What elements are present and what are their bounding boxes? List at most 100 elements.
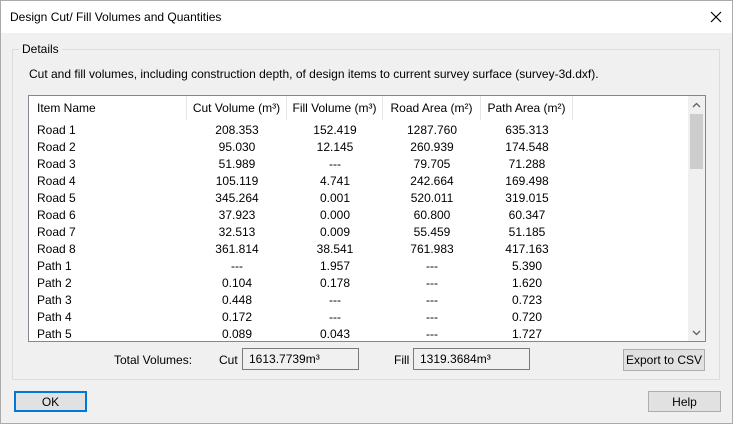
table-cell: 361.814 <box>215 242 259 256</box>
table-cell: Road 4 <box>37 174 76 188</box>
table-cell: --- <box>426 276 438 290</box>
table-cell: 0.723 <box>511 293 543 307</box>
table-cell: 51.989 <box>218 157 256 171</box>
table-cell: Path 1 <box>37 259 72 273</box>
table-row[interactable]: Road 4 105.119 4.741 242.664 169.498 <box>29 173 688 190</box>
table-row[interactable]: Road 8 361.814 38.541 761.983 417.163 <box>29 241 688 258</box>
ok-button[interactable]: OK <box>14 391 87 412</box>
table-cell: 0.000 <box>319 208 351 222</box>
list-header: Item Name Cut Volume (m³) Fill Volume (m… <box>29 96 688 120</box>
table-cell: 55.459 <box>413 225 451 239</box>
table-cell: 60.800 <box>413 208 451 222</box>
scroll-thumb[interactable] <box>690 114 703 169</box>
volumes-list[interactable]: Item Name Cut Volume (m³) Fill Volume (m… <box>28 95 706 342</box>
table-cell: 0.043 <box>319 327 351 341</box>
table-cell: 0.448 <box>221 293 253 307</box>
total-volumes-label: Total Volumes: <box>114 353 193 367</box>
column-header-road-area[interactable]: Road Area (m²) <box>383 96 481 120</box>
column-header-fill-volume[interactable]: Fill Volume (m³) <box>287 96 383 120</box>
table-cell: 1.727 <box>511 327 543 341</box>
table-cell: 0.001 <box>319 191 351 205</box>
fill-label: Fill <box>394 353 410 367</box>
table-cell: Path 3 <box>37 293 72 307</box>
table-cell: 417.163 <box>505 242 549 256</box>
table-cell: Road 5 <box>37 191 76 205</box>
table-cell: Road 2 <box>37 140 76 154</box>
table-cell: 208.353 <box>215 123 259 137</box>
table-cell: 242.664 <box>410 174 454 188</box>
table-cell: 0.104 <box>221 276 253 290</box>
help-button[interactable]: Help <box>648 391 721 412</box>
table-cell: --- <box>231 259 243 273</box>
table-cell: 345.264 <box>215 191 259 205</box>
table-cell: 37.923 <box>218 208 256 222</box>
column-header-path-area[interactable]: Path Area (m²) <box>481 96 573 120</box>
cut-label: Cut <box>219 353 238 367</box>
table-row[interactable]: Path 2 0.104 0.178 --- 1.620 <box>29 275 688 292</box>
table-row[interactable]: Road 6 37.923 0.000 60.800 60.347 <box>29 207 688 224</box>
table-cell: 105.119 <box>215 174 259 188</box>
column-header-item-name[interactable]: Item Name <box>29 96 187 120</box>
window-title: Design Cut/ Fill Volumes and Quantities <box>10 10 222 24</box>
table-cell: 1287.760 <box>406 123 458 137</box>
table-cell: Road 6 <box>37 208 76 222</box>
chevron-up-icon <box>692 102 701 107</box>
details-description: Cut and fill volumes, including construc… <box>29 67 599 81</box>
table-cell: Road 1 <box>37 123 76 137</box>
table-cell: --- <box>426 293 438 307</box>
table-row[interactable]: Road 2 95.030 12.145 260.939 174.548 <box>29 139 688 156</box>
export-csv-button[interactable]: Export to CSV <box>623 349 705 371</box>
table-cell: --- <box>329 157 341 171</box>
close-icon <box>710 11 722 23</box>
table-row[interactable]: Path 5 0.089 0.043 --- 1.727 <box>29 326 688 341</box>
fill-total-field: 1319.3684m³ <box>413 348 530 370</box>
close-button[interactable] <box>700 1 732 33</box>
vertical-scrollbar[interactable] <box>688 96 705 341</box>
details-group <box>12 49 720 380</box>
table-row[interactable]: Path 4 0.172 --- --- 0.720 <box>29 309 688 326</box>
table-cell: 12.145 <box>316 140 354 154</box>
table-cell: 51.185 <box>508 225 546 239</box>
chevron-down-icon <box>692 330 701 335</box>
scroll-up-button[interactable] <box>688 96 705 113</box>
table-cell: 260.939 <box>410 140 454 154</box>
table-cell: 0.178 <box>319 276 351 290</box>
table-row[interactable]: Path 3 0.448 --- --- 0.723 <box>29 292 688 309</box>
table-cell: 0.172 <box>221 310 253 324</box>
table-cell: --- <box>329 293 341 307</box>
table-cell: 152.419 <box>313 123 357 137</box>
table-cell: 169.498 <box>505 174 549 188</box>
table-cell: 32.513 <box>218 225 256 239</box>
table-cell: --- <box>426 327 438 341</box>
title-bar: Design Cut/ Fill Volumes and Quantities <box>1 1 732 33</box>
table-row[interactable]: Road 7 32.513 0.009 55.459 51.185 <box>29 224 688 241</box>
table-cell: --- <box>426 310 438 324</box>
table-cell: 79.705 <box>413 157 451 171</box>
table-row[interactable]: Path 1 --- 1.957 --- 5.390 <box>29 258 688 275</box>
table-cell: 0.089 <box>221 327 253 341</box>
table-row[interactable]: Road 1 208.353 152.419 1287.760 635.313 <box>29 122 688 139</box>
details-group-label: Details <box>19 42 62 56</box>
table-cell: 1.620 <box>511 276 543 290</box>
table-cell: 1.957 <box>319 259 351 273</box>
table-row[interactable]: Road 5 345.264 0.001 520.011 319.015 <box>29 190 688 207</box>
table-cell: 0.720 <box>511 310 543 324</box>
scroll-down-button[interactable] <box>688 324 705 341</box>
table-cell: Road 8 <box>37 242 76 256</box>
table-cell: 5.390 <box>511 259 543 273</box>
table-cell: 71.288 <box>508 157 546 171</box>
table-cell: 319.015 <box>505 191 549 205</box>
table-cell: 95.030 <box>218 140 256 154</box>
table-cell: 4.741 <box>319 174 351 188</box>
table-cell: --- <box>329 310 341 324</box>
table-cell: Path 4 <box>37 310 72 324</box>
table-cell: Path 5 <box>37 327 72 341</box>
column-header-cut-volume[interactable]: Cut Volume (m³) <box>187 96 287 120</box>
table-cell: 0.009 <box>319 225 351 239</box>
table-cell: Road 7 <box>37 225 76 239</box>
cut-total-field: 1613.7739m³ <box>242 348 359 370</box>
table-cell: 60.347 <box>508 208 546 222</box>
table-cell: 761.983 <box>410 242 454 256</box>
table-row[interactable]: Road 3 51.989 --- 79.705 71.288 <box>29 156 688 173</box>
